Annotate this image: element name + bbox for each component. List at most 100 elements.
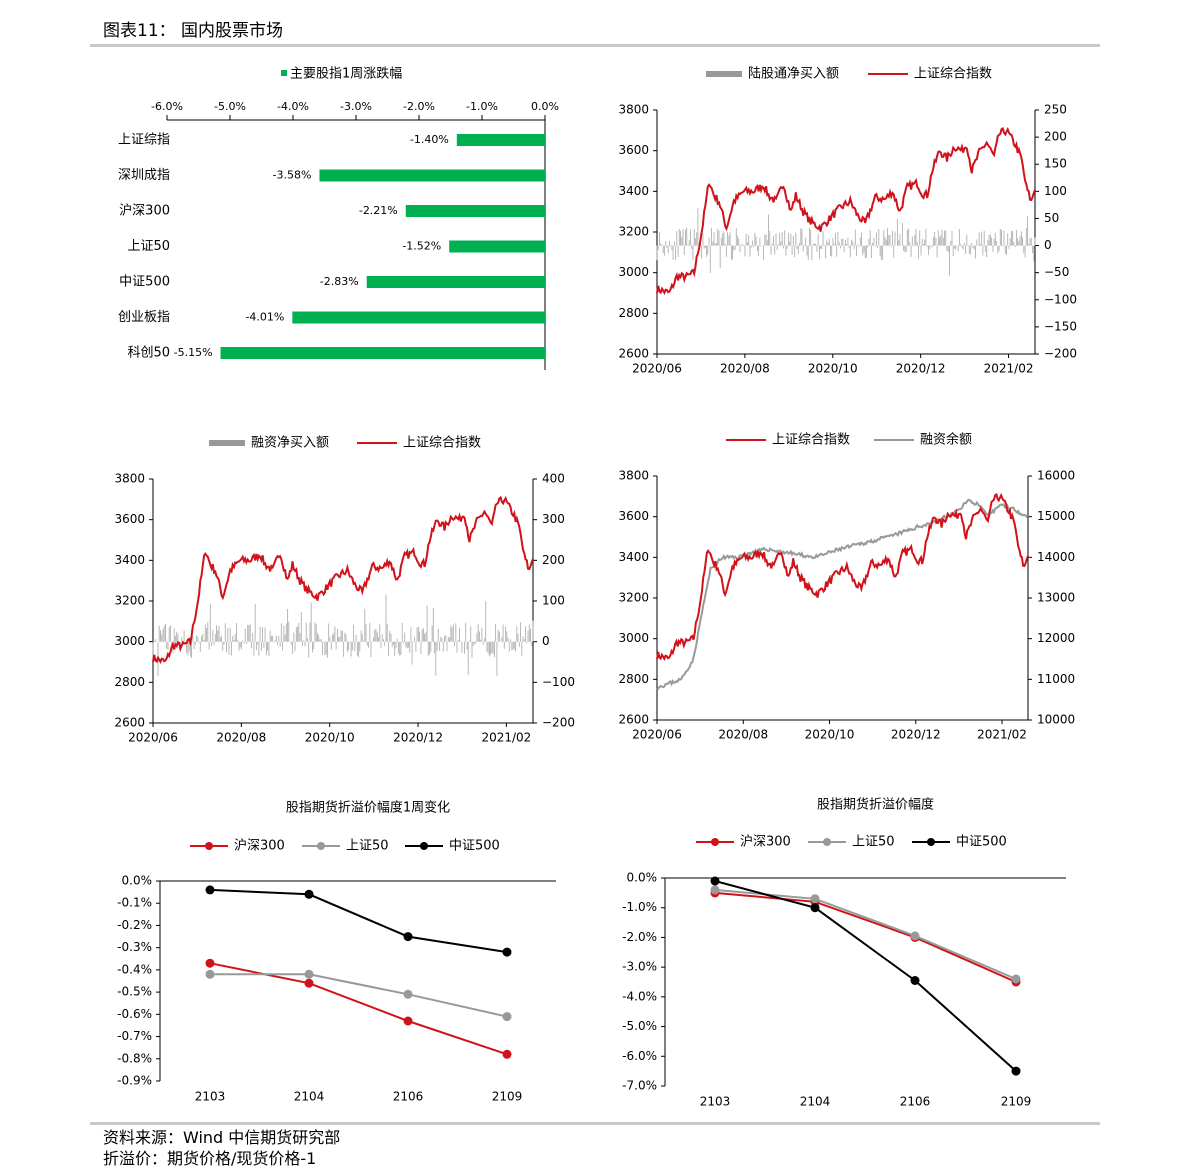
legend-northbound-bars-label: 陆股通净买入额 <box>748 66 839 82</box>
y-tick-label-right-northbound: 200 <box>1044 130 1067 144</box>
line-series-margin-balance-index <box>656 492 1029 662</box>
point-basis-level <box>710 885 720 895</box>
y-tick-label-basis-change: -0.3% <box>117 940 152 954</box>
y-tick-label-left-margin-buy: 3600 <box>114 512 145 526</box>
point-basis-change <box>304 978 314 988</box>
legend-margin-balance-balance-label: 融资余额 <box>920 432 972 448</box>
y-tick-label-right-margin-buy: −100 <box>542 675 575 689</box>
point-basis-change <box>205 969 215 979</box>
y-tick-label-left-margin-buy: 3000 <box>114 634 145 648</box>
x-tick-label-margin-balance: 2020/08 <box>718 728 768 742</box>
x-tick-label-northbound: 2020/06 <box>632 362 682 376</box>
y-tick-label-left-northbound: 3600 <box>618 143 649 157</box>
y-tick-label-right-northbound: 150 <box>1044 157 1067 171</box>
point-basis-level <box>810 894 820 904</box>
bar-series-northbound <box>656 208 1036 276</box>
chart-title-basis-level: 股指期货折溢价幅度 <box>817 797 934 813</box>
point-basis-level <box>810 903 820 913</box>
y-tick-label-right-northbound: 50 <box>1044 211 1059 225</box>
y-tick-label-basis-change: -0.7% <box>117 1029 152 1043</box>
y-tick-label-right-margin-buy: 300 <box>542 512 565 526</box>
x-tick-label-margin-balance: 2020/10 <box>805 728 855 742</box>
y-tick-label-left-margin-balance: 3800 <box>618 469 649 483</box>
point-basis-level <box>910 976 920 985</box>
x-tick-label-margin-buy: 2020/12 <box>393 731 443 745</box>
legend-swatch-weekly-change <box>281 70 287 76</box>
data-label-weekly-change: -2.21% <box>359 204 398 217</box>
bar-weekly-change <box>319 169 545 182</box>
x-tick-label-weekly-change: -3.0% <box>340 100 372 113</box>
y-tick-label-left-margin-balance: 2600 <box>618 713 649 727</box>
y-tick-label-basis-change: -0.2% <box>117 918 152 932</box>
y-tick-label-basis-change: -0.4% <box>117 962 152 976</box>
y-tick-label-right-margin-balance: 12000 <box>1037 631 1075 645</box>
data-label-weekly-change: -1.40% <box>410 133 449 146</box>
legend-marker-basis-change <box>420 842 428 850</box>
x-tick-label-basis-change: 2106 <box>393 1090 424 1104</box>
line-series-basis-level <box>714 888 1017 980</box>
source-text: 资料来源：Wind 中信期货研究部 <box>103 1128 341 1147</box>
legend-label-basis-change: 上证50 <box>346 839 389 854</box>
x-tick-label-northbound: 2021/02 <box>984 362 1034 376</box>
point-basis-level <box>710 876 720 886</box>
y-tick-label-right-margin-buy: 400 <box>542 472 565 486</box>
y-tick-label-right-northbound: 100 <box>1044 184 1067 198</box>
chart-title-basis-change: 股指期货折溢价幅度1周变化 <box>286 800 450 816</box>
data-label-weekly-change: -4.01% <box>245 311 284 324</box>
category-label-weekly-change: 上证综指 <box>118 133 170 148</box>
line-series-basis-change <box>210 973 508 1018</box>
data-label-weekly-change: -3.58% <box>273 169 312 182</box>
point-basis-change <box>403 989 413 999</box>
point-basis-level <box>1011 974 1021 984</box>
y-tick-label-right-margin-buy: 200 <box>542 553 565 567</box>
legend-marker-basis-level <box>823 838 831 846</box>
x-tick-label-weekly-change: -6.0% <box>151 100 183 113</box>
y-tick-label-basis-level: 0.0% <box>627 871 658 885</box>
y-tick-label-basis-change: -0.5% <box>117 985 152 999</box>
y-tick-label-left-northbound: 3400 <box>618 184 649 198</box>
line-series-basis-change <box>209 962 508 1056</box>
point-basis-change <box>205 958 215 968</box>
point-basis-change <box>304 969 314 979</box>
x-tick-label-margin-balance: 2020/12 <box>891 728 941 742</box>
x-tick-label-weekly-change: -2.0% <box>403 100 435 113</box>
y-tick-label-left-margin-buy: 3200 <box>114 594 145 608</box>
y-tick-label-left-northbound: 3800 <box>618 103 649 117</box>
y-tick-label-left-margin-balance: 3400 <box>618 550 649 564</box>
y-tick-label-left-northbound: 2600 <box>618 347 649 361</box>
x-tick-label-weekly-change: -4.0% <box>277 100 309 113</box>
y-tick-label-basis-level: -1.0% <box>622 900 657 914</box>
line-series-northbound-index <box>656 126 1036 296</box>
bar-weekly-change <box>456 134 545 146</box>
bar-series-margin-buy <box>152 594 534 677</box>
legend-label-basis-change: 中证500 <box>449 839 500 854</box>
legend-marker-basis-level <box>711 838 719 846</box>
line-series-basis-level <box>714 880 1017 1072</box>
x-tick-label-weekly-change: 0.0% <box>531 100 559 113</box>
x-tick-label-northbound: 2020/08 <box>720 362 770 376</box>
x-tick-label-northbound: 2020/10 <box>808 362 858 376</box>
y-tick-label-left-margin-balance: 3000 <box>618 631 649 645</box>
line-series-basis-level <box>714 891 1017 983</box>
y-tick-label-basis-change: -0.9% <box>117 1074 152 1088</box>
bar-weekly-change <box>292 311 545 324</box>
legend-label-basis-level: 中证500 <box>956 835 1007 850</box>
y-tick-label-left-northbound: 3200 <box>618 225 649 239</box>
category-label-weekly-change: 沪深300 <box>119 203 170 219</box>
legend-marker-basis-level <box>927 838 935 846</box>
point-basis-change <box>205 885 215 895</box>
y-tick-label-basis-level: -7.0% <box>622 1079 657 1093</box>
legend-label-basis-level: 沪深300 <box>740 834 791 850</box>
y-tick-label-right-margin-buy: 0 <box>542 634 550 648</box>
y-tick-label-right-margin-balance: 14000 <box>1037 550 1075 564</box>
line-series-margin-balance-balance <box>656 498 1029 691</box>
footer: 资料来源：Wind 中信期货研究部 折溢价：期货价格/现货价格-1 <box>103 1127 340 1169</box>
legend-label-basis-level: 上证50 <box>852 835 895 850</box>
y-tick-label-basis-level: -4.0% <box>622 989 657 1003</box>
legend-label-basis-change: 沪深300 <box>234 838 285 854</box>
legend-margin-buy-bars-label: 融资净买入额 <box>251 436 329 451</box>
y-tick-label-left-northbound: 3000 <box>618 265 649 279</box>
point-basis-change <box>502 1012 512 1022</box>
y-tick-label-basis-level: -3.0% <box>622 960 657 974</box>
line-series-basis-change <box>209 888 508 954</box>
